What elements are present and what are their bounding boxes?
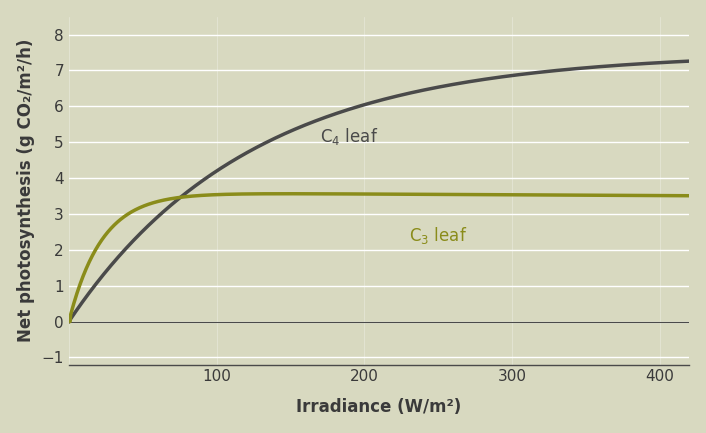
X-axis label: Irradiance (W/m²): Irradiance (W/m²)	[297, 398, 462, 417]
Y-axis label: Net photosynthesis (g CO₂/m²/h): Net photosynthesis (g CO₂/m²/h)	[17, 39, 35, 343]
Text: C$_4$ leaf: C$_4$ leaf	[320, 126, 378, 147]
Text: C$_3$ leaf: C$_3$ leaf	[409, 225, 467, 246]
